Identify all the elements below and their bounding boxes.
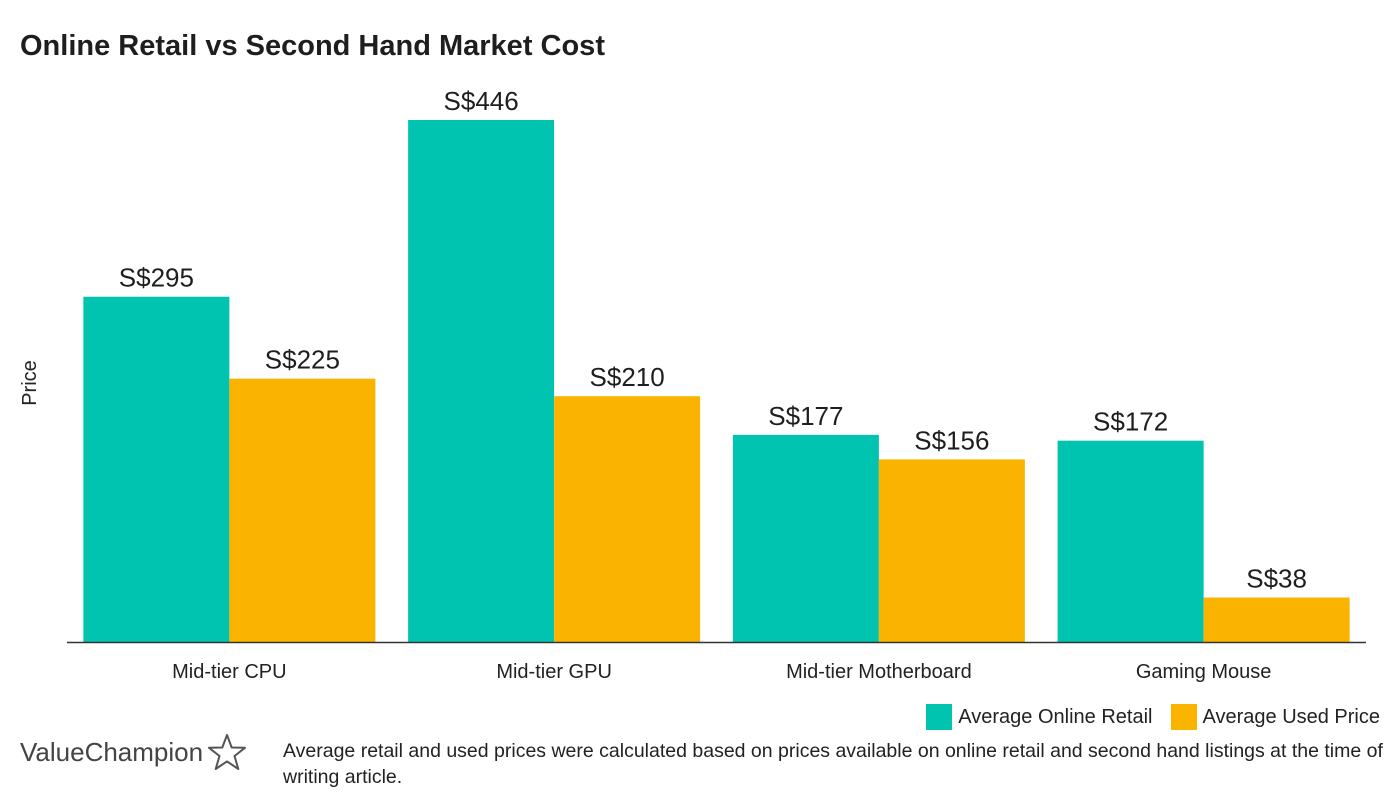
bar-online-retail-0 — [83, 296, 230, 642]
y-axis-label: Price — [19, 360, 41, 406]
star-outline-icon — [208, 734, 247, 770]
legend-swatch-used-price — [1170, 704, 1197, 730]
bar-used-price-0 — [229, 378, 376, 642]
logo-text: ValueChampion — [20, 736, 204, 767]
x-tick-label-1: Mid-tier GPU — [496, 661, 612, 683]
x-tick-label-2: Mid-tier Motherboard — [786, 661, 972, 683]
x-tick-label-3: Gaming Mouse — [1136, 661, 1272, 683]
data-label-online-retail-1: S$446 — [444, 86, 519, 116]
valuechampion-logo: ValueChampion — [20, 733, 247, 771]
bar-used-price-2 — [878, 459, 1025, 642]
data-label-used-price-2: S$156 — [914, 425, 989, 455]
bar-used-price-1 — [554, 396, 701, 642]
data-label-used-price-0: S$225 — [265, 345, 340, 375]
legend-item-used-price: Average Used Price — [1170, 704, 1381, 730]
bar-online-retail-2 — [732, 434, 879, 642]
legend-swatch-online-retail — [926, 704, 953, 730]
data-label-used-price-3: S$38 — [1246, 564, 1307, 594]
data-label-online-retail-2: S$177 — [768, 401, 843, 431]
data-label-online-retail-0: S$295 — [119, 263, 194, 293]
legend-label-online-retail: Average Online Retail — [958, 705, 1153, 728]
bar-used-price-3 — [1203, 597, 1350, 642]
bar-online-retail-3 — [1057, 440, 1204, 642]
x-tick-label-0: Mid-tier CPU — [172, 661, 286, 683]
data-label-online-retail-3: S$172 — [1093, 407, 1168, 437]
chart-title: Online Retail vs Second Hand Market Cost — [20, 30, 605, 62]
legend: Average Online Retail Average Used Price — [926, 704, 1380, 730]
bar-online-retail-1 — [408, 120, 555, 642]
legend-label-used-price: Average Used Price — [1202, 705, 1381, 728]
bar-chart: Price S$295 S$225 Mid-tier CPU S$446 S$210 Mid… — [19, 86, 1366, 683]
legend-item-online-retail: Average Online Retail — [926, 704, 1153, 730]
footnote: Average retail and used prices were calc… — [283, 740, 1383, 788]
data-label-used-price-1: S$210 — [590, 362, 665, 392]
